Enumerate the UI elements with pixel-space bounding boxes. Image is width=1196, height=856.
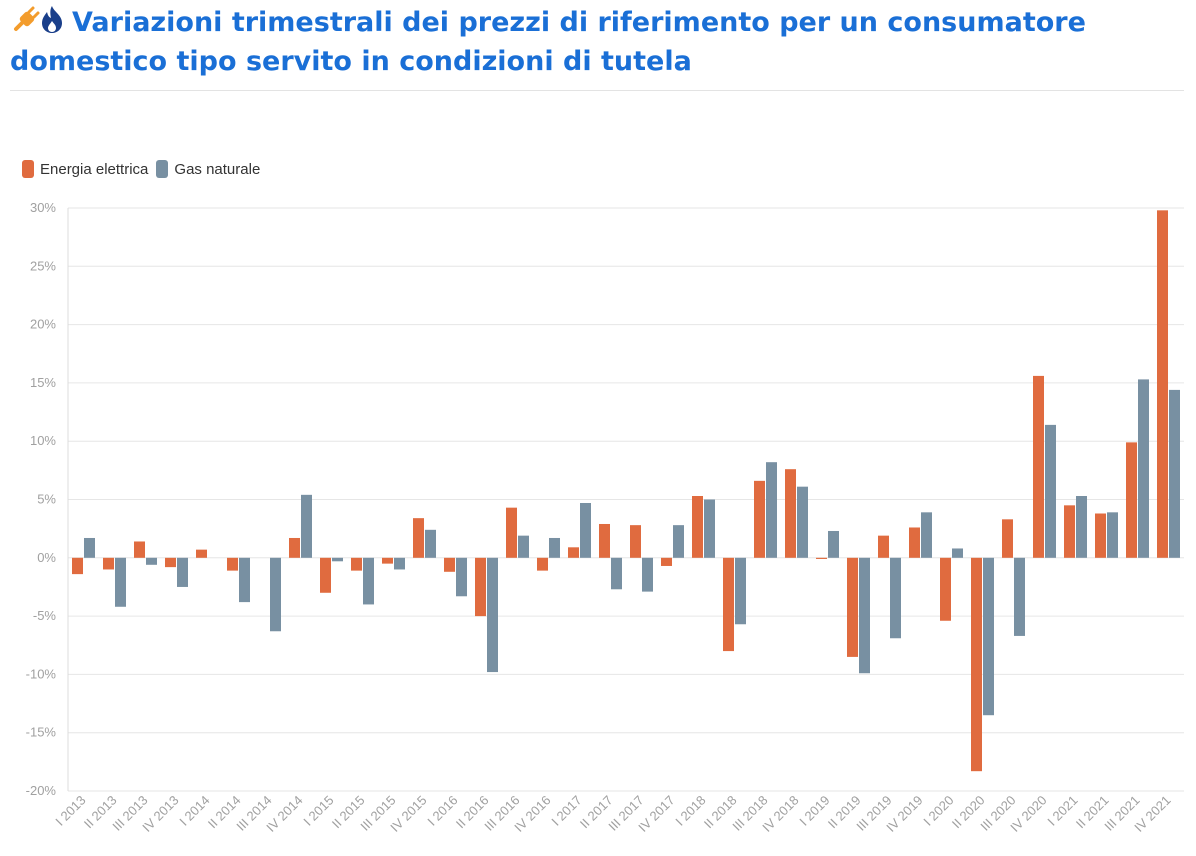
y-tick-label: 25%	[30, 258, 56, 273]
bar-energia	[1064, 505, 1075, 558]
bar-gas	[146, 557, 157, 565]
bar-energia	[289, 537, 300, 558]
bar-gas	[363, 557, 374, 605]
bar-energia	[568, 547, 579, 558]
flame-icon	[42, 6, 62, 33]
bar-gas	[456, 557, 467, 597]
bar-gas	[301, 494, 312, 558]
bar-energia	[1002, 519, 1013, 558]
bar-energia	[413, 518, 424, 558]
bar-energia	[847, 557, 858, 657]
bar-gas	[1138, 379, 1149, 558]
legend-swatch-gas	[156, 160, 169, 178]
bar-energia	[661, 557, 672, 566]
bar-energia	[382, 557, 393, 564]
bar-energia	[909, 527, 920, 558]
bar-energia	[196, 549, 207, 558]
y-tick-label: -10%	[26, 666, 57, 681]
bar-chart: 30%25%20%15%10%5%0%-5%-10%-15%-20%I 2013…	[26, 200, 1184, 835]
chart-title: Variazioni trimestrali dei prezzi di rif…	[10, 4, 1186, 80]
bar-gas	[1076, 496, 1087, 558]
bar-gas	[1014, 557, 1025, 636]
header-divider	[10, 90, 1184, 91]
y-tick-label: -5%	[33, 608, 57, 623]
bar-gas	[859, 557, 870, 674]
legend-label-energia: Energia elettrica	[40, 160, 149, 178]
bar-energia	[723, 557, 734, 652]
bar-energia	[1095, 513, 1106, 558]
bar-energia	[227, 557, 238, 571]
bar-energia	[537, 557, 548, 571]
y-tick-label: 10%	[30, 433, 56, 448]
y-tick-label: -20%	[26, 783, 57, 798]
bar-gas	[642, 557, 653, 592]
bar-gas	[115, 557, 126, 607]
bar-gas	[704, 499, 715, 558]
bar-gas	[828, 530, 839, 558]
bar-energia	[351, 557, 362, 571]
bar-energia	[754, 480, 765, 558]
bar-gas	[611, 557, 622, 590]
bar-energia	[816, 557, 827, 559]
legend-item-energia[interactable]: Energia elettrica	[22, 160, 148, 178]
bar-energia	[165, 557, 176, 568]
bar-gas	[1045, 424, 1056, 558]
bar-energia	[785, 469, 796, 558]
bar-gas	[952, 548, 963, 558]
legend-swatch-energia	[22, 160, 34, 178]
y-tick-label: 15%	[30, 375, 56, 390]
y-tick-label: 0%	[37, 550, 56, 565]
bar-energia	[1126, 442, 1137, 558]
chart-legend: Energia elettrica Gas naturale	[22, 160, 268, 178]
bar-gas	[1169, 389, 1180, 558]
bar-gas	[487, 557, 498, 673]
bar-gas	[983, 557, 994, 716]
bar-energia	[692, 496, 703, 558]
bar-gas	[797, 486, 808, 558]
bar-gas	[766, 462, 777, 558]
legend-item-gas[interactable]: Gas naturale	[156, 160, 260, 178]
bar-gas	[270, 557, 281, 632]
title-text: Variazioni trimestrali dei prezzi di rif…	[10, 7, 1086, 77]
bar-gas	[394, 557, 405, 570]
y-tick-label: 20%	[30, 317, 56, 332]
bar-energia	[103, 557, 114, 570]
bar-gas	[84, 537, 95, 558]
bar-gas	[332, 557, 343, 562]
plug-icon	[14, 6, 62, 33]
bar-energia	[506, 507, 517, 558]
bar-gas	[580, 502, 591, 558]
bar-energia	[1157, 210, 1168, 558]
bar-energia	[134, 541, 145, 558]
bar-energia	[72, 557, 83, 575]
bar-energia	[444, 557, 455, 572]
bar-energia	[630, 525, 641, 558]
bar-gas	[735, 557, 746, 625]
bar-gas	[518, 535, 529, 558]
y-tick-label: -15%	[26, 725, 57, 740]
bar-gas	[239, 557, 250, 603]
bar-energia	[878, 535, 889, 558]
bar-gas	[890, 557, 901, 639]
chart-header: Variazioni trimestrali dei prezzi di rif…	[10, 4, 1186, 80]
bar-energia	[475, 557, 486, 617]
bar-gas	[921, 512, 932, 558]
bar-gas	[177, 557, 188, 587]
bar-energia	[599, 523, 610, 558]
bar-energia	[320, 557, 331, 593]
y-tick-label: 5%	[37, 492, 56, 507]
bar-energia	[940, 557, 951, 621]
y-tick-label: 30%	[30, 200, 56, 215]
bar-gas	[1107, 512, 1118, 558]
bar-energia	[971, 557, 982, 772]
legend-label-gas: Gas naturale	[174, 160, 261, 178]
bar-gas	[673, 525, 684, 558]
bar-gas	[549, 537, 560, 558]
bar-gas	[425, 529, 436, 558]
bar-energia	[1033, 375, 1044, 558]
title-icons	[10, 4, 66, 44]
